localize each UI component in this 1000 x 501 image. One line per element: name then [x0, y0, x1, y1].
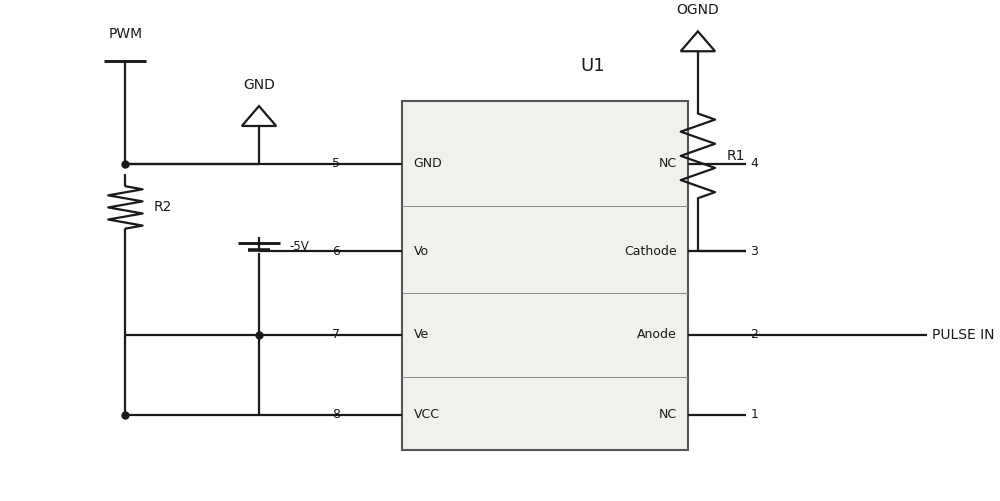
Text: Ve: Ve: [414, 328, 429, 341]
Text: R1: R1: [727, 149, 745, 163]
Text: Vo: Vo: [414, 244, 429, 258]
Text: 6: 6: [332, 244, 340, 258]
Text: PULSE IN: PULSE IN: [932, 328, 994, 342]
Text: GND: GND: [243, 78, 275, 92]
Text: 4: 4: [750, 157, 758, 170]
Text: GND: GND: [414, 157, 442, 170]
Text: 7: 7: [332, 328, 340, 341]
Text: 5: 5: [332, 157, 340, 170]
Text: VCC: VCC: [414, 408, 440, 421]
Text: PWM: PWM: [108, 27, 142, 41]
Text: U1: U1: [581, 57, 605, 75]
Text: OGND: OGND: [677, 4, 719, 18]
Text: R2: R2: [154, 200, 172, 214]
Text: Cathode: Cathode: [624, 244, 677, 258]
Text: NC: NC: [659, 157, 677, 170]
Text: 1: 1: [750, 408, 758, 421]
Text: 2: 2: [750, 328, 758, 341]
Text: 8: 8: [332, 408, 340, 421]
Text: 3: 3: [750, 244, 758, 258]
Bar: [402, 101, 688, 450]
Text: NC: NC: [659, 408, 677, 421]
Text: Anode: Anode: [637, 328, 677, 341]
Text: -5V: -5V: [290, 239, 309, 253]
